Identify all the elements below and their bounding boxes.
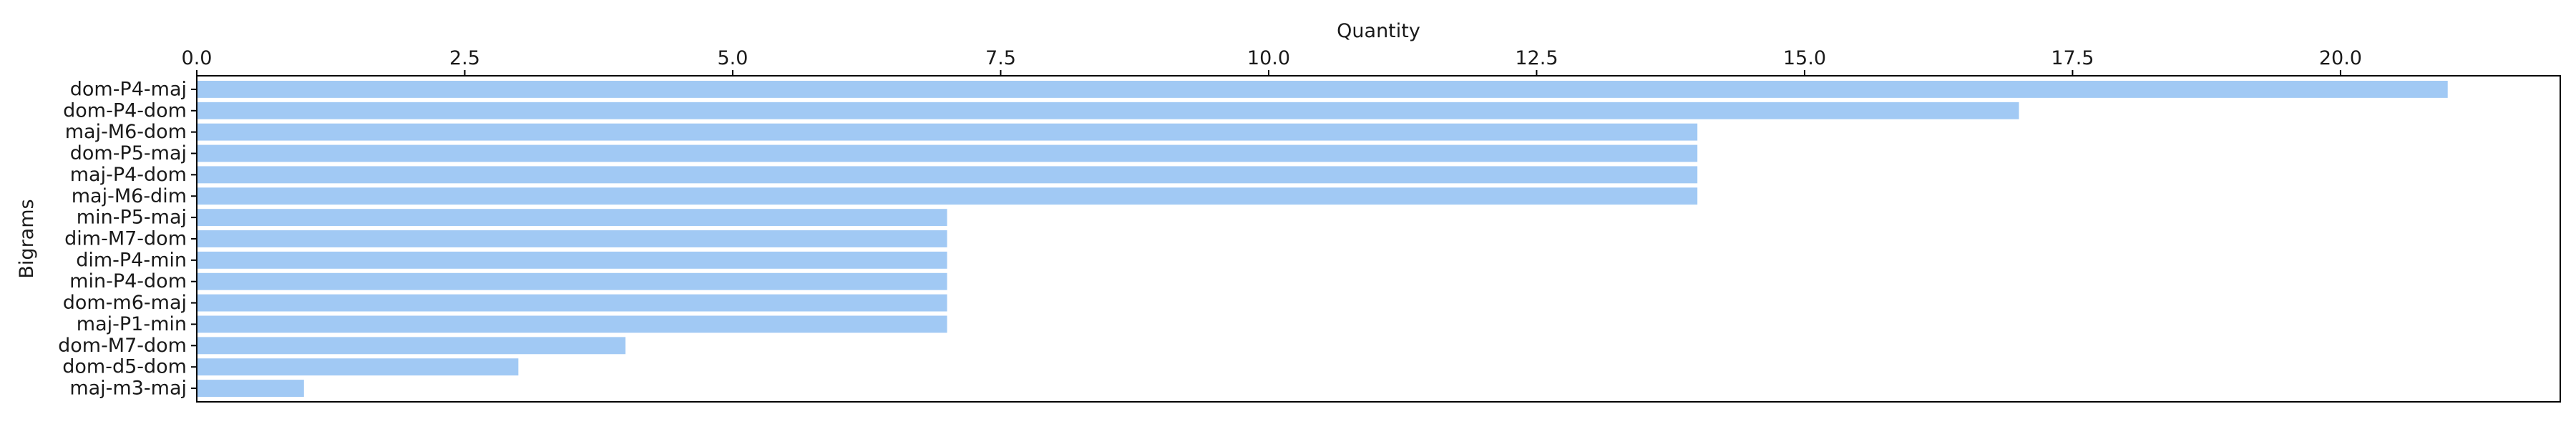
x-axis: 0.0 2.5 5.0 7.5 10.0 12.5 15.0 17.5 20.0: [182, 47, 2362, 76]
x-tick-label: 15.0: [1783, 47, 1826, 69]
bar-maj-P4-dom: [197, 166, 1698, 184]
bar-min-P5-maj: [197, 209, 947, 227]
bar-dom-d5-dom: [197, 358, 519, 376]
y-tick-label: dom-P4-dom: [63, 99, 187, 122]
x-tick-label: 10.0: [1247, 47, 1290, 69]
y-tick-label: dim-P4-min: [76, 249, 187, 271]
y-tick-label: min-P5-maj: [77, 207, 187, 229]
y-tick-label: dom-d5-dom: [62, 356, 187, 378]
x-tick-label: 17.5: [2051, 47, 2094, 69]
y-tick-label: dom-P5-maj: [70, 142, 187, 164]
bar-maj-M6-dom: [197, 123, 1698, 141]
y-tick-label: maj-M6-dom: [65, 121, 187, 143]
y-tick-label: maj-P1-min: [77, 313, 187, 335]
y-axis-title: Bigrams: [16, 199, 38, 278]
bar-min-P4-dom: [197, 272, 947, 290]
bar-dom-m6-maj: [197, 294, 947, 312]
bars-layer: [197, 80, 2448, 398]
bar-dom-P4-maj: [197, 80, 2448, 98]
y-axis: dom-P4-majdom-P4-dommaj-M6-domdom-P5-maj…: [58, 78, 197, 400]
bar-dim-M7-dom: [197, 230, 947, 247]
x-tick-label: 0.0: [182, 47, 213, 69]
bar-dom-P5-maj: [197, 144, 1698, 162]
y-tick-label: maj-P4-dom: [70, 164, 187, 186]
y-tick-label: dom-M7-dom: [58, 335, 187, 357]
x-tick-label: 7.5: [985, 47, 1016, 69]
x-tick-label: 5.0: [718, 47, 748, 69]
x-tick-label: 2.5: [449, 47, 480, 69]
x-axis-title: Quantity: [1337, 20, 1420, 42]
bar-maj-M6-dim: [197, 187, 1698, 205]
bar-maj-m3-maj: [197, 380, 304, 398]
y-tick-label: maj-M6-dim: [72, 185, 187, 207]
y-tick-label: min-P4-dom: [69, 270, 187, 292]
y-tick-label: dim-M7-dom: [64, 228, 187, 250]
y-tick-label: maj-m3-maj: [69, 378, 187, 400]
y-tick-label: dom-P4-maj: [70, 78, 187, 100]
bar-dim-P4-min: [197, 251, 947, 269]
bar-dom-M7-dom: [197, 337, 626, 355]
bar-dom-P4-dom: [197, 102, 2019, 119]
y-tick-label: dom-m6-maj: [63, 292, 187, 314]
bar-maj-P1-min: [197, 315, 947, 333]
x-tick-label: 12.5: [1515, 47, 1558, 69]
x-tick-label: 20.0: [2319, 47, 2362, 69]
